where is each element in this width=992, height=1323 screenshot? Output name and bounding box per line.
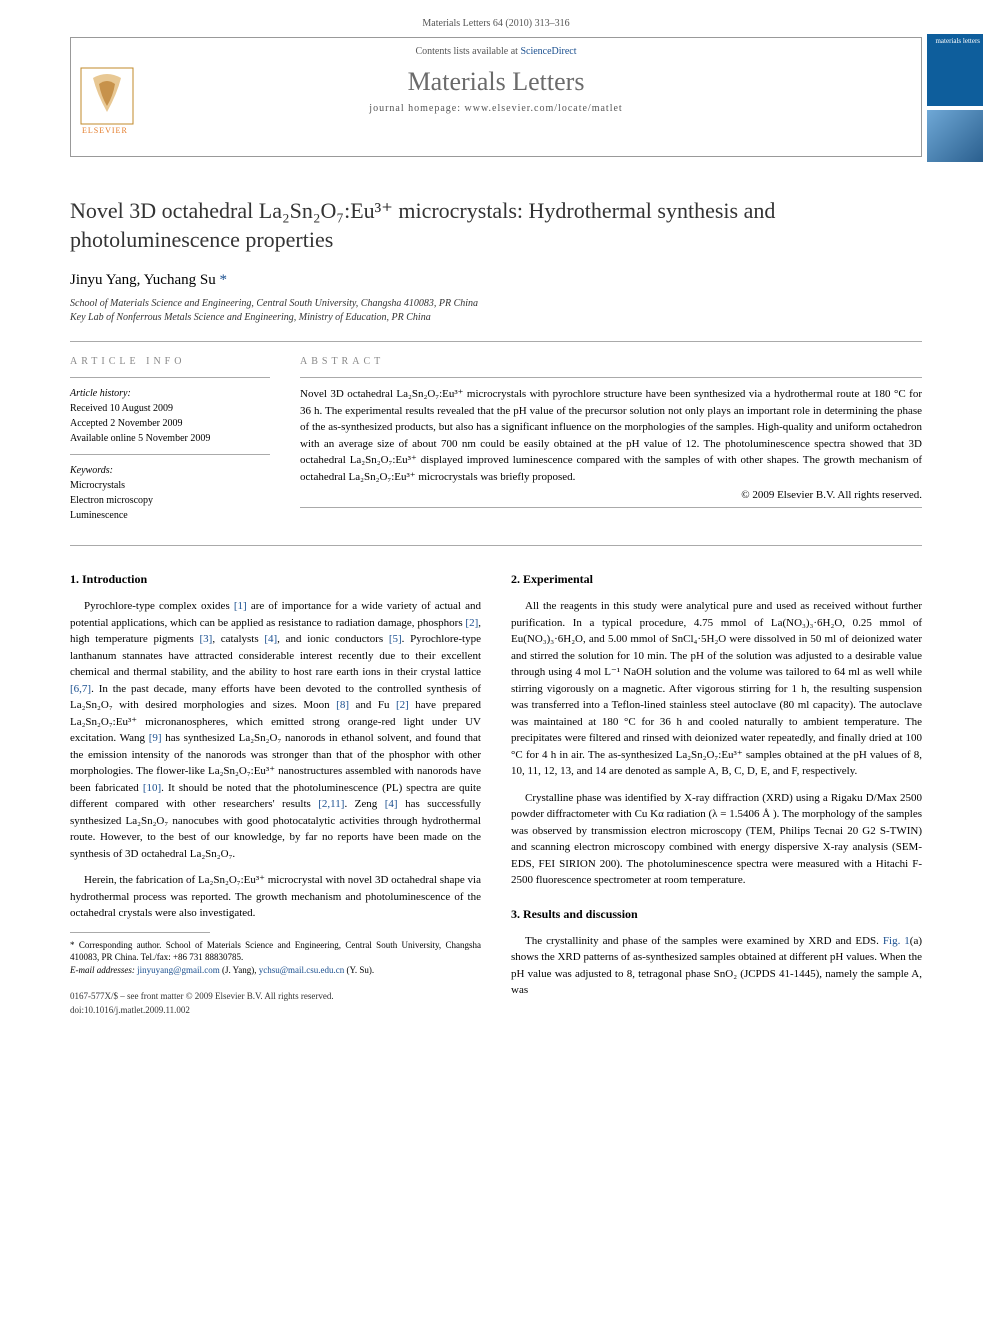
elsevier-text: ELSEVIER xyxy=(82,126,128,135)
article-content: Novel 3D octahedral La₂Sn₂O₇:Eu³⁺ microc… xyxy=(0,157,992,1047)
email-who-1: (J. Yang), xyxy=(220,965,259,975)
materials-letters-cover xyxy=(927,110,983,162)
corresponding-footnote: * Corresponding author. School of Materi… xyxy=(70,939,481,964)
email-link-1[interactable]: jinyuyang@gmail.com xyxy=(137,965,220,975)
homepage-label: journal homepage: xyxy=(369,103,464,114)
footer-doi: doi:10.1016/j.matlet.2009.11.002 xyxy=(70,1004,481,1018)
affiliations: School of Materials Science and Engineer… xyxy=(70,297,922,325)
footnote-divider xyxy=(70,932,210,933)
ref-link-1[interactable]: [1] xyxy=(234,600,247,612)
ref-link-67[interactable]: [6,7] xyxy=(70,683,91,695)
text: , and ionic conductors xyxy=(277,633,389,645)
materials-letters-logo: materials letters xyxy=(927,34,983,106)
left-column: 1. Introduction Pyrochlore-type complex … xyxy=(70,570,481,1017)
lists-available: Contents lists available at ScienceDirec… xyxy=(71,38,921,61)
journal-homepage: journal homepage: www.elsevier.com/locat… xyxy=(71,103,921,114)
ref-link-2[interactable]: [2] xyxy=(465,617,478,629)
article-info-label: ARTICLE INFO xyxy=(70,356,270,367)
corresponding-marker[interactable]: * xyxy=(219,272,227,288)
intro-paragraph-1: Pyrochlore-type complex oxides [1] are o… xyxy=(70,598,481,862)
ref-link-5[interactable]: [5] xyxy=(389,633,402,645)
keyword-1: Microcrystals xyxy=(70,480,125,491)
divider xyxy=(300,507,922,508)
keywords-label: Keywords: xyxy=(70,465,113,476)
email-label: E-mail addresses: xyxy=(70,965,137,975)
fig-link-1[interactable]: Fig. 1 xyxy=(883,935,910,947)
abstract-text: Novel 3D octahedral La₂Sn₂O₇:Eu³⁺ microc… xyxy=(300,378,922,485)
keywords: Keywords: Microcrystals Electron microsc… xyxy=(70,455,270,531)
text: . Zeng xyxy=(344,798,384,810)
email-footnote: E-mail addresses: jinyuyang@gmail.com (J… xyxy=(70,964,481,977)
matlet-logo-text: materials letters xyxy=(935,37,980,45)
footer-issn: 0167-577X/$ – see front matter © 2009 El… xyxy=(70,990,481,1004)
abstract-copyright: © 2009 Elsevier B.V. All rights reserved… xyxy=(300,489,922,501)
ref-link-4[interactable]: [4] xyxy=(264,633,277,645)
experimental-heading: 2. Experimental xyxy=(511,570,922,588)
intro-paragraph-2: Herein, the fabrication of La₂Sn₂O₇:Eu³⁺… xyxy=(70,872,481,922)
ref-link-9[interactable]: [9] xyxy=(149,732,162,744)
accepted-date: Accepted 2 November 2009 xyxy=(70,418,182,429)
author-names: Jinyu Yang, Yuchang Su xyxy=(70,272,219,288)
exp-paragraph-2: Crystalline phase was identified by X-ra… xyxy=(511,790,922,889)
ref-link-2b[interactable]: [2] xyxy=(396,699,409,711)
abstract-label: ABSTRACT xyxy=(300,356,922,367)
ref-link-3[interactable]: [3] xyxy=(200,633,213,645)
sciencedirect-link[interactable]: ScienceDirect xyxy=(520,46,576,57)
text: , catalysts xyxy=(212,633,264,645)
online-date: Available online 5 November 2009 xyxy=(70,433,210,444)
article-info: ARTICLE INFO Article history: Received 1… xyxy=(70,356,270,531)
authors: Jinyu Yang, Yuchang Su * xyxy=(70,272,922,289)
article-history: Article history: Received 10 August 2009… xyxy=(70,378,270,454)
history-label: Article history: xyxy=(70,388,131,399)
elsevier-logo: ELSEVIER xyxy=(79,66,135,138)
ref-link-10[interactable]: [10] xyxy=(143,782,161,794)
text: Pyrochlore-type complex oxides xyxy=(84,600,234,612)
received-date: Received 10 August 2009 xyxy=(70,403,173,414)
ref-link-4b[interactable]: [4] xyxy=(385,798,398,810)
article-title: Novel 3D octahedral La₂Sn₂O₇:Eu³⁺ microc… xyxy=(70,197,922,254)
abstract: ABSTRACT Novel 3D octahedral La₂Sn₂O₇:Eu… xyxy=(300,356,922,531)
email-link-2[interactable]: ychsu@mail.csu.edu.cn xyxy=(259,965,345,975)
keyword-3: Luminescence xyxy=(70,510,128,521)
results-heading: 3. Results and discussion xyxy=(511,905,922,923)
ref-link-8[interactable]: [8] xyxy=(336,699,349,711)
text: The crystallinity and phase of the sampl… xyxy=(525,935,883,947)
lists-prefix: Contents lists available at xyxy=(415,46,520,57)
two-column-body: 1. Introduction Pyrochlore-type complex … xyxy=(70,570,922,1017)
text: and Fu xyxy=(349,699,396,711)
homepage-url: www.elsevier.com/locate/matlet xyxy=(465,103,623,114)
info-abstract-row: ARTICLE INFO Article history: Received 1… xyxy=(70,342,922,545)
journal-banner: ELSEVIER Contents lists available at Sci… xyxy=(70,37,922,157)
affiliation-2: Key Lab of Nonferrous Metals Science and… xyxy=(70,311,922,325)
running-header: Materials Letters 64 (2010) 313–316 xyxy=(0,0,992,37)
ref-link-211[interactable]: [2,11] xyxy=(318,798,344,810)
right-column: 2. Experimental All the reagents in this… xyxy=(511,570,922,1017)
divider xyxy=(70,545,922,546)
introduction-heading: 1. Introduction xyxy=(70,570,481,588)
results-paragraph-1: The crystallinity and phase of the sampl… xyxy=(511,933,922,999)
affiliation-1: School of Materials Science and Engineer… xyxy=(70,297,922,311)
exp-paragraph-1: All the reagents in this study were anal… xyxy=(511,598,922,780)
email-who-2: (Y. Su). xyxy=(344,965,374,975)
keyword-2: Electron microscopy xyxy=(70,495,153,506)
journal-name: Materials Letters xyxy=(71,61,921,103)
